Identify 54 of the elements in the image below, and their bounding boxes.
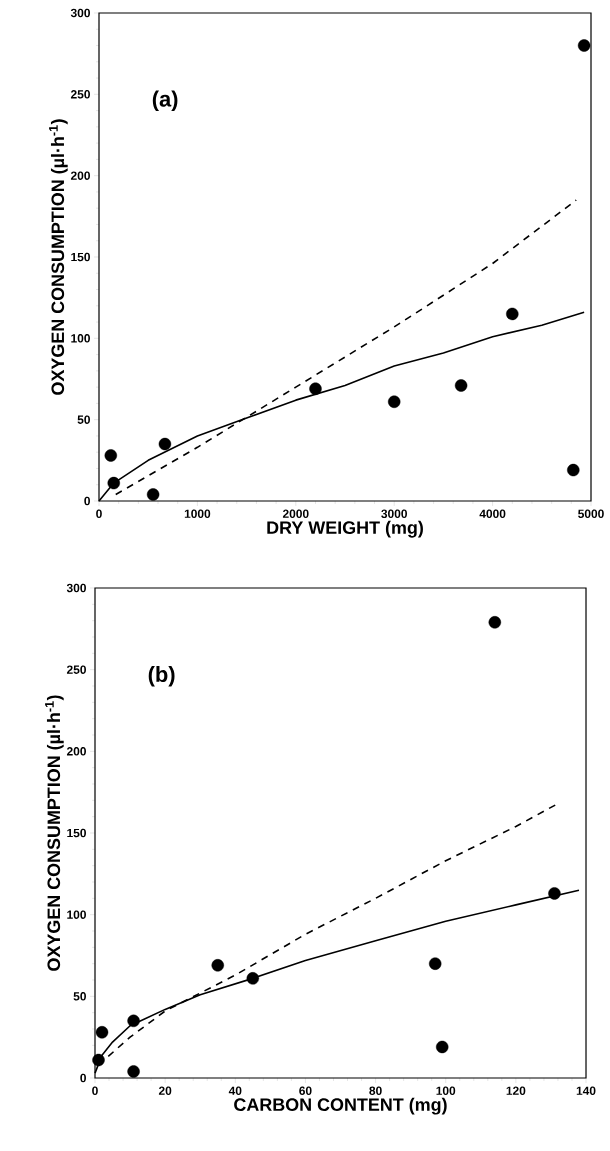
point: [92, 1053, 105, 1067]
y-axis-title: OXYGEN CONSUMPTION (µl·h$^{-1}$): [49, 119, 68, 395]
point: [567, 463, 580, 477]
point: [506, 307, 519, 321]
y-tick-label: 300: [70, 8, 90, 18]
point: [429, 957, 442, 970]
point: [146, 488, 160, 501]
y-tick-label: 200: [70, 171, 90, 180]
point: [548, 887, 561, 900]
x-tick-label: 2000: [282, 509, 309, 518]
point: [246, 972, 260, 985]
x-tick-label: 40: [228, 1086, 242, 1095]
y-tick-label: 50: [73, 992, 86, 1001]
y-tick-label: 50: [77, 415, 90, 424]
point: [577, 39, 591, 52]
y-tick-label: 250: [66, 665, 86, 674]
y-tick-label: 200: [66, 747, 86, 756]
x-tick-label: 120: [506, 1086, 526, 1095]
point: [436, 1040, 449, 1054]
y-tick-label: 100: [71, 334, 90, 343]
y-tick-label: 0: [84, 496, 90, 506]
y-tick-label: 150: [71, 252, 90, 262]
x-tick-label: 20: [158, 1086, 172, 1095]
point: [488, 616, 502, 629]
point: [104, 449, 118, 462]
y-tick-label: 150: [67, 828, 86, 838]
point: [388, 395, 401, 408]
x-tick-label: 80: [369, 1086, 382, 1095]
x-tick-label: 0: [92, 1086, 98, 1095]
point: [107, 476, 120, 490]
point: [127, 1014, 140, 1028]
x-tick-label: 100: [436, 1086, 456, 1095]
x-axis-title: DRY WEIGHT (mg): [267, 520, 423, 538]
y-tick-label: 300: [66, 583, 86, 593]
x-tick-label: 0: [96, 509, 102, 518]
point: [309, 382, 322, 395]
y-tick-label: 250: [70, 90, 90, 99]
y-tick-label: 0: [80, 1073, 86, 1083]
x-tick-label: 60: [299, 1086, 312, 1095]
text: (a): [152, 90, 178, 112]
x-tick-label: 1000: [184, 509, 211, 518]
point: [211, 959, 224, 972]
point: [95, 1026, 109, 1039]
point: [127, 1065, 140, 1078]
y-tick-label: 100: [67, 910, 86, 919]
x-tick-label: 4000: [479, 509, 506, 518]
point: [158, 437, 172, 451]
y-axis-title: OXYGEN CONSUMPTION (µl·h$^{-1}$): [45, 695, 64, 971]
point: [454, 379, 468, 392]
x-tick-label: 140: [576, 1086, 596, 1095]
text: (b): [148, 665, 175, 687]
x-tick-label: 3000: [381, 509, 407, 518]
x-tick-label: 5000: [578, 509, 604, 518]
x-axis-title: CARBON CONTENT (mg): [234, 1097, 447, 1115]
